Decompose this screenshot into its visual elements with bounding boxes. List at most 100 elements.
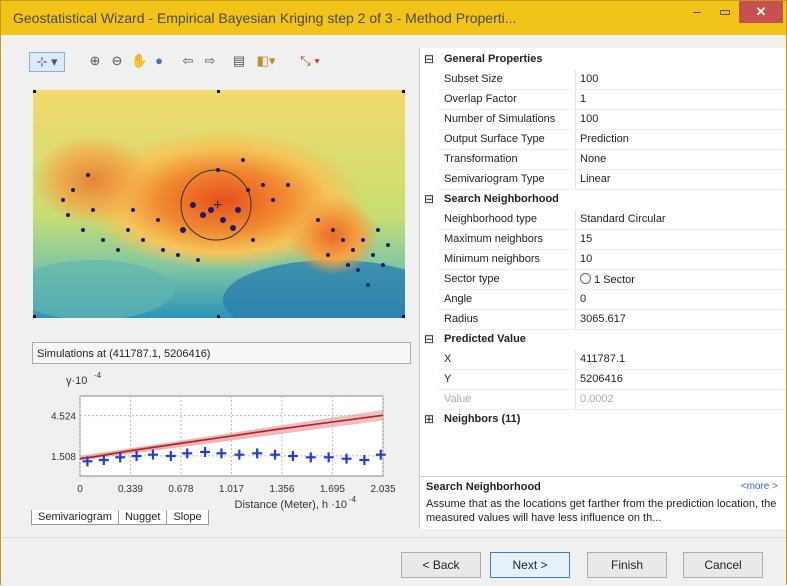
- expander-icon[interactable]: ⊟: [424, 332, 435, 346]
- property-value[interactable]: 0.0002: [580, 393, 614, 405]
- property-row[interactable]: Radius 3065.617: [420, 310, 786, 330]
- x-tick-label: 2.035: [370, 484, 395, 495]
- property-value[interactable]: Prediction: [580, 133, 629, 145]
- property-name: X: [444, 353, 452, 365]
- semivariogram-svg: 0 0.339 0.678 1.017 1.356 1.695 2.035 4.524 1.50…: [51, 371, 396, 511]
- property-row[interactable]: Y 5206416: [420, 370, 786, 390]
- section-header[interactable]: ⊟ Search Neighborhood: [420, 190, 786, 210]
- maximize-button[interactable]: ▭: [718, 4, 732, 19]
- property-name: Minimum neighbors: [444, 253, 540, 265]
- x-axis-exponent: -4: [349, 495, 357, 504]
- empirical-point: [82, 456, 93, 467]
- pan-hand-icon[interactable]: ✋: [131, 53, 148, 68]
- property-value[interactable]: 100: [580, 73, 599, 85]
- simulation-label: Simulations at (411787.1, 5206416): [32, 342, 411, 364]
- simulated-line: [79, 416, 384, 460]
- expander-icon[interactable]: ⊟: [424, 52, 435, 66]
- property-name: Transformation: [444, 153, 518, 165]
- y-tick-label: 4.524: [51, 412, 76, 423]
- property-row[interactable]: Number of Simulations 100: [420, 110, 786, 130]
- next-button[interactable]: Next >: [490, 552, 570, 578]
- property-name: Value: [444, 393, 472, 405]
- property-name: Radius: [444, 313, 479, 325]
- property-value[interactable]: 411787.1: [580, 353, 626, 365]
- close-button[interactable]: ✕: [739, 1, 783, 23]
- tab-semivariogram[interactable]: Semivariogram: [31, 510, 119, 525]
- forward-arrow-icon[interactable]: ⇨: [204, 53, 216, 68]
- y-axis-label: γ·10: [66, 375, 87, 387]
- section-header[interactable]: ⊟ Predicted Value: [420, 330, 786, 350]
- property-name: Sector type: [444, 273, 500, 285]
- prediction-map[interactable]: +: [33, 90, 405, 318]
- property-row[interactable]: Value 0.0002: [420, 390, 786, 410]
- map-toolbar: ⊹ ▾ ⊕ ⊖ ✋ ● ⇦ ⇨ ▤ ◧▾ ⤡ ▾: [25, 48, 414, 74]
- properties-pane: ⊟ General Properties Subset Size 100 Overlap…: [419, 48, 786, 529]
- property-row[interactable]: Output Surface Type Prediction: [420, 130, 786, 150]
- y-axis-exponent: -4: [94, 371, 102, 380]
- cancel-button[interactable]: Cancel: [683, 552, 763, 578]
- property-row[interactable]: X 411787.1: [420, 350, 786, 370]
- section-header[interactable]: ⊞ Neighbors (11): [420, 410, 786, 430]
- back-button[interactable]: < Back: [401, 552, 481, 578]
- property-row[interactable]: Transformation None: [420, 150, 786, 170]
- measure-icon[interactable]: ⤡ ▾: [300, 53, 320, 68]
- empirical-point: [115, 452, 126, 463]
- empirical-point: [375, 449, 386, 460]
- table-icon[interactable]: ▤: [232, 53, 246, 68]
- layer-icon[interactable]: ◧▾: [256, 53, 276, 68]
- property-row[interactable]: Semivariogram Type Linear: [420, 170, 786, 190]
- empirical-point: [234, 449, 245, 460]
- section-title: Predicted Value: [444, 333, 526, 345]
- y-tick-label: 1.508: [51, 452, 76, 463]
- svg-text:+: +: [213, 197, 222, 214]
- property-name: Overlap Factor: [444, 93, 517, 105]
- property-row[interactable]: Maximum neighbors 15: [420, 230, 786, 250]
- tab-nugget[interactable]: Nugget: [117, 510, 168, 525]
- property-value[interactable]: 0: [580, 293, 587, 305]
- property-value[interactable]: Linear: [580, 173, 611, 185]
- property-row[interactable]: Neighborhood type Standard Circular: [420, 210, 786, 230]
- property-value[interactable]: 1: [580, 93, 587, 105]
- expander-icon[interactable]: ⊞: [424, 412, 435, 426]
- property-value[interactable]: 100: [580, 113, 599, 125]
- empirical-point: [182, 448, 193, 459]
- property-value[interactable]: None: [580, 153, 607, 165]
- x-tick-label: 1.356: [269, 484, 294, 495]
- back-arrow-icon[interactable]: ⇦: [182, 53, 194, 68]
- empirical-point: [147, 449, 158, 460]
- pan-select-icon[interactable]: ⊹ ▾: [29, 52, 65, 72]
- tab-slope[interactable]: Slope: [166, 510, 209, 525]
- property-name: Output Surface Type: [444, 133, 545, 145]
- expander-icon[interactable]: ⊟: [424, 192, 435, 206]
- property-row[interactable]: Angle 0: [420, 290, 786, 310]
- empirical-point: [341, 453, 352, 464]
- x-tick-label: 0: [77, 484, 83, 495]
- globe-icon[interactable]: ●: [155, 53, 163, 68]
- zoom-out-icon[interactable]: ⊖: [111, 53, 123, 68]
- property-value[interactable]: 10: [580, 253, 593, 265]
- wizard-footer: < Back Next > Finish Cancel: [1, 537, 786, 586]
- property-row[interactable]: Minimum neighbors 10: [420, 250, 786, 270]
- simulated-line: [79, 412, 384, 458]
- section-title: Neighbors (11): [444, 413, 521, 425]
- more-link[interactable]: <more >: [740, 481, 778, 492]
- minimize-button[interactable]: –: [693, 4, 701, 19]
- section-header[interactable]: ⊟ General Properties: [420, 50, 786, 70]
- property-value[interactable]: 3065.617: [580, 313, 626, 325]
- property-value[interactable]: 15: [580, 233, 593, 245]
- property-row[interactable]: Subset Size 100: [420, 70, 786, 90]
- property-value[interactable]: 1 Sector: [580, 273, 635, 286]
- section-title: Search Neighborhood: [444, 193, 559, 205]
- preview-pane: ⊹ ▾ ⊕ ⊖ ✋ ● ⇦ ⇨ ▤ ◧▾ ⤡ ▾: [25, 48, 414, 528]
- property-value[interactable]: Standard Circular: [580, 213, 666, 225]
- description-panel: Search Neighborhood <more > Assume that …: [420, 476, 786, 529]
- description-heading: Search Neighborhood: [426, 481, 541, 493]
- zoom-in-icon[interactable]: ⊕: [89, 53, 101, 68]
- property-row[interactable]: Sector type 1 Sector: [420, 270, 786, 290]
- simulated-line: [79, 417, 384, 460]
- empirical-point: [287, 451, 298, 461]
- property-row[interactable]: Overlap Factor 1: [420, 90, 786, 110]
- finish-button[interactable]: Finish: [587, 552, 667, 578]
- property-value[interactable]: 5206416: [580, 373, 623, 385]
- empirical-point: [270, 449, 281, 460]
